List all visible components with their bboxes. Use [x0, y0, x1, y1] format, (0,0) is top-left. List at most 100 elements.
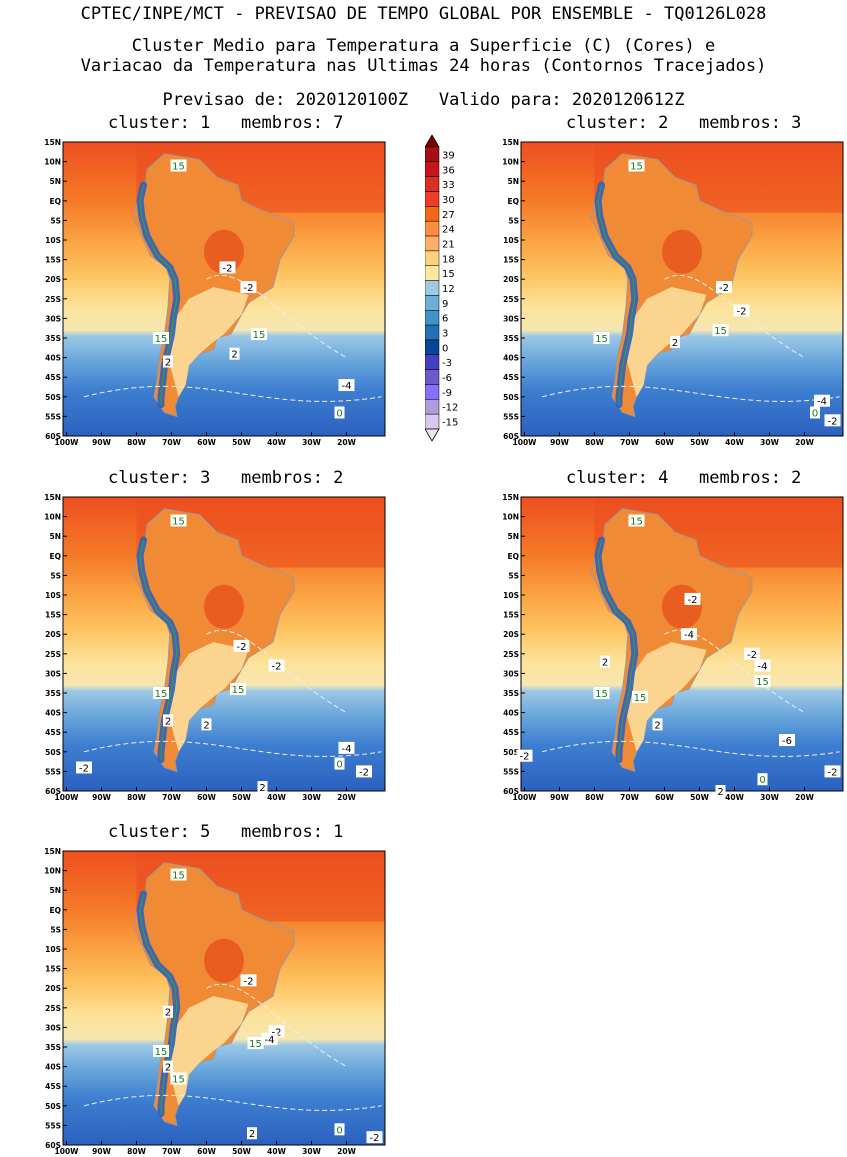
lon-tick-label: 60W: [197, 793, 216, 801]
colorbar-top-arrow: [425, 134, 440, 148]
colorbar-label: -3: [442, 358, 452, 369]
contour-label-box: [240, 974, 257, 987]
panel-2-title: cluster: 2 membros: 3: [566, 113, 802, 133]
contour-label-box: [338, 379, 355, 392]
contour-label: 2: [602, 658, 608, 669]
contour-label-box: [628, 514, 645, 527]
lat-tick-label: 5N: [50, 532, 62, 541]
lat-tick-label: 45S: [45, 728, 61, 737]
lon-tick-label: 60W: [197, 1147, 216, 1155]
lat-tick-label: 15S: [45, 611, 61, 620]
lat-tick-label: 15N: [44, 847, 61, 856]
colorbar-label: 9: [442, 299, 448, 310]
contour-label: -4: [265, 1035, 275, 1046]
colorbar-swatch: [425, 280, 440, 296]
map-frame: [520, 496, 844, 792]
lon-tick-label: 70W: [620, 793, 639, 801]
contour-label-box: [163, 714, 173, 727]
contour-label: -2: [747, 650, 757, 661]
contour-label: 15: [232, 685, 245, 696]
contour-label: -2: [237, 642, 247, 653]
contour-label-box: [240, 281, 257, 294]
contour-label-box: [334, 1123, 345, 1136]
lat-tick-label: 15S: [45, 256, 61, 265]
lat-tick-label: 60S: [45, 1141, 61, 1150]
colorbar-label: -15: [442, 418, 458, 429]
variation-contours: [83, 983, 382, 1111]
lon-tick-label: 40W: [267, 1147, 286, 1155]
contour-label-box: [824, 765, 841, 778]
contour-label-box: [733, 304, 750, 317]
contour-label-box: [824, 414, 841, 427]
lon-tick-label: 80W: [585, 793, 604, 801]
contour-label-box: [233, 639, 250, 652]
contour-label: -4: [817, 397, 827, 408]
colorbar-swatch: [425, 369, 440, 385]
lon-tick-label: 100W: [55, 1147, 80, 1155]
lon-tick-label: 60W: [197, 438, 216, 446]
lat-tick-label: 30S: [45, 669, 61, 678]
lon-tick-label: 20W: [337, 438, 356, 446]
lat-tick-label: 5S: [50, 216, 61, 225]
lat-tick-label: 5S: [50, 571, 61, 580]
lon-tick-label: 80W: [127, 1147, 146, 1155]
contour-label: 2: [165, 1063, 171, 1074]
lon-tick-label: 100W: [513, 793, 538, 801]
lon-tick-label: 90W: [92, 793, 111, 801]
contour-label: -2: [244, 976, 254, 987]
lon-tick-label: 100W: [513, 438, 538, 446]
colorbar-label: -9: [442, 388, 452, 399]
lat-tick-label: 50S: [503, 393, 519, 402]
lon-tick-label: 20W: [795, 438, 814, 446]
contour-label-box: [170, 868, 187, 881]
contour-label-box: [810, 406, 820, 419]
lat-tick-label: 30S: [45, 314, 61, 323]
contour-label-box: [163, 1005, 173, 1018]
colorbar-label: 3: [442, 329, 448, 340]
lat-tick-label: 10S: [503, 236, 519, 245]
contour-label-box: [715, 785, 726, 797]
contour-label-box: [257, 781, 268, 794]
colorbar-label: -12: [442, 403, 458, 414]
lat-tick-label: 40S: [45, 709, 61, 718]
contour-label: 15: [595, 689, 608, 700]
lat-tick-label: 10S: [45, 591, 61, 600]
contour-label-box: [600, 655, 610, 668]
contour-label: -4: [758, 662, 768, 673]
contour-label: 2: [203, 720, 209, 731]
contour-label: 15: [172, 1074, 185, 1085]
lat-tick-label: 30S: [503, 314, 519, 323]
lat-tick-label: EQ: [50, 906, 62, 915]
lat-tick-label: 45S: [45, 1082, 61, 1091]
contour-label: 2: [717, 787, 723, 798]
contour-label: 15: [253, 330, 266, 341]
contour-label-box: [754, 675, 771, 688]
colorbar-swatch: [425, 176, 440, 192]
lon-tick-label: 40W: [267, 793, 286, 801]
lat-tick-label: 10N: [502, 158, 519, 167]
contour-label: -2: [370, 1133, 380, 1144]
contour-label: 15: [595, 334, 608, 345]
contour-label: 2: [672, 338, 678, 349]
contour-label-box: [153, 332, 169, 344]
lon-tick-label: 30W: [302, 438, 321, 446]
contour-label: 2: [654, 720, 660, 731]
colorbar-label: 27: [442, 210, 455, 221]
lat-tick-label: 5S: [508, 216, 519, 225]
map-panel-4: 15N 10N 5N EQ 5S 10S 15S 20S 25S 30S 35S 40S 45S 50S 5…: [502, 493, 844, 801]
lon-tick-label: 90W: [92, 438, 111, 446]
colorbar-bottom-arrow: [425, 428, 440, 442]
contour-label-box: [632, 690, 648, 703]
lat-tick-label: 20S: [503, 275, 519, 284]
colorbar-swatch: [425, 399, 440, 415]
contour-label: 2: [165, 716, 171, 727]
contour-label: -4: [342, 744, 352, 755]
lon-tick-label: 40W: [725, 793, 744, 801]
contour-label: 2: [249, 1129, 255, 1140]
contour-label: -6: [782, 736, 792, 747]
lat-tick-label: 40S: [45, 354, 61, 363]
lat-tick-label: 30S: [45, 1023, 61, 1032]
lon-tick-label: 90W: [550, 793, 569, 801]
contour-label: -2: [719, 283, 729, 294]
lat-tick-label: 55S: [45, 767, 61, 776]
